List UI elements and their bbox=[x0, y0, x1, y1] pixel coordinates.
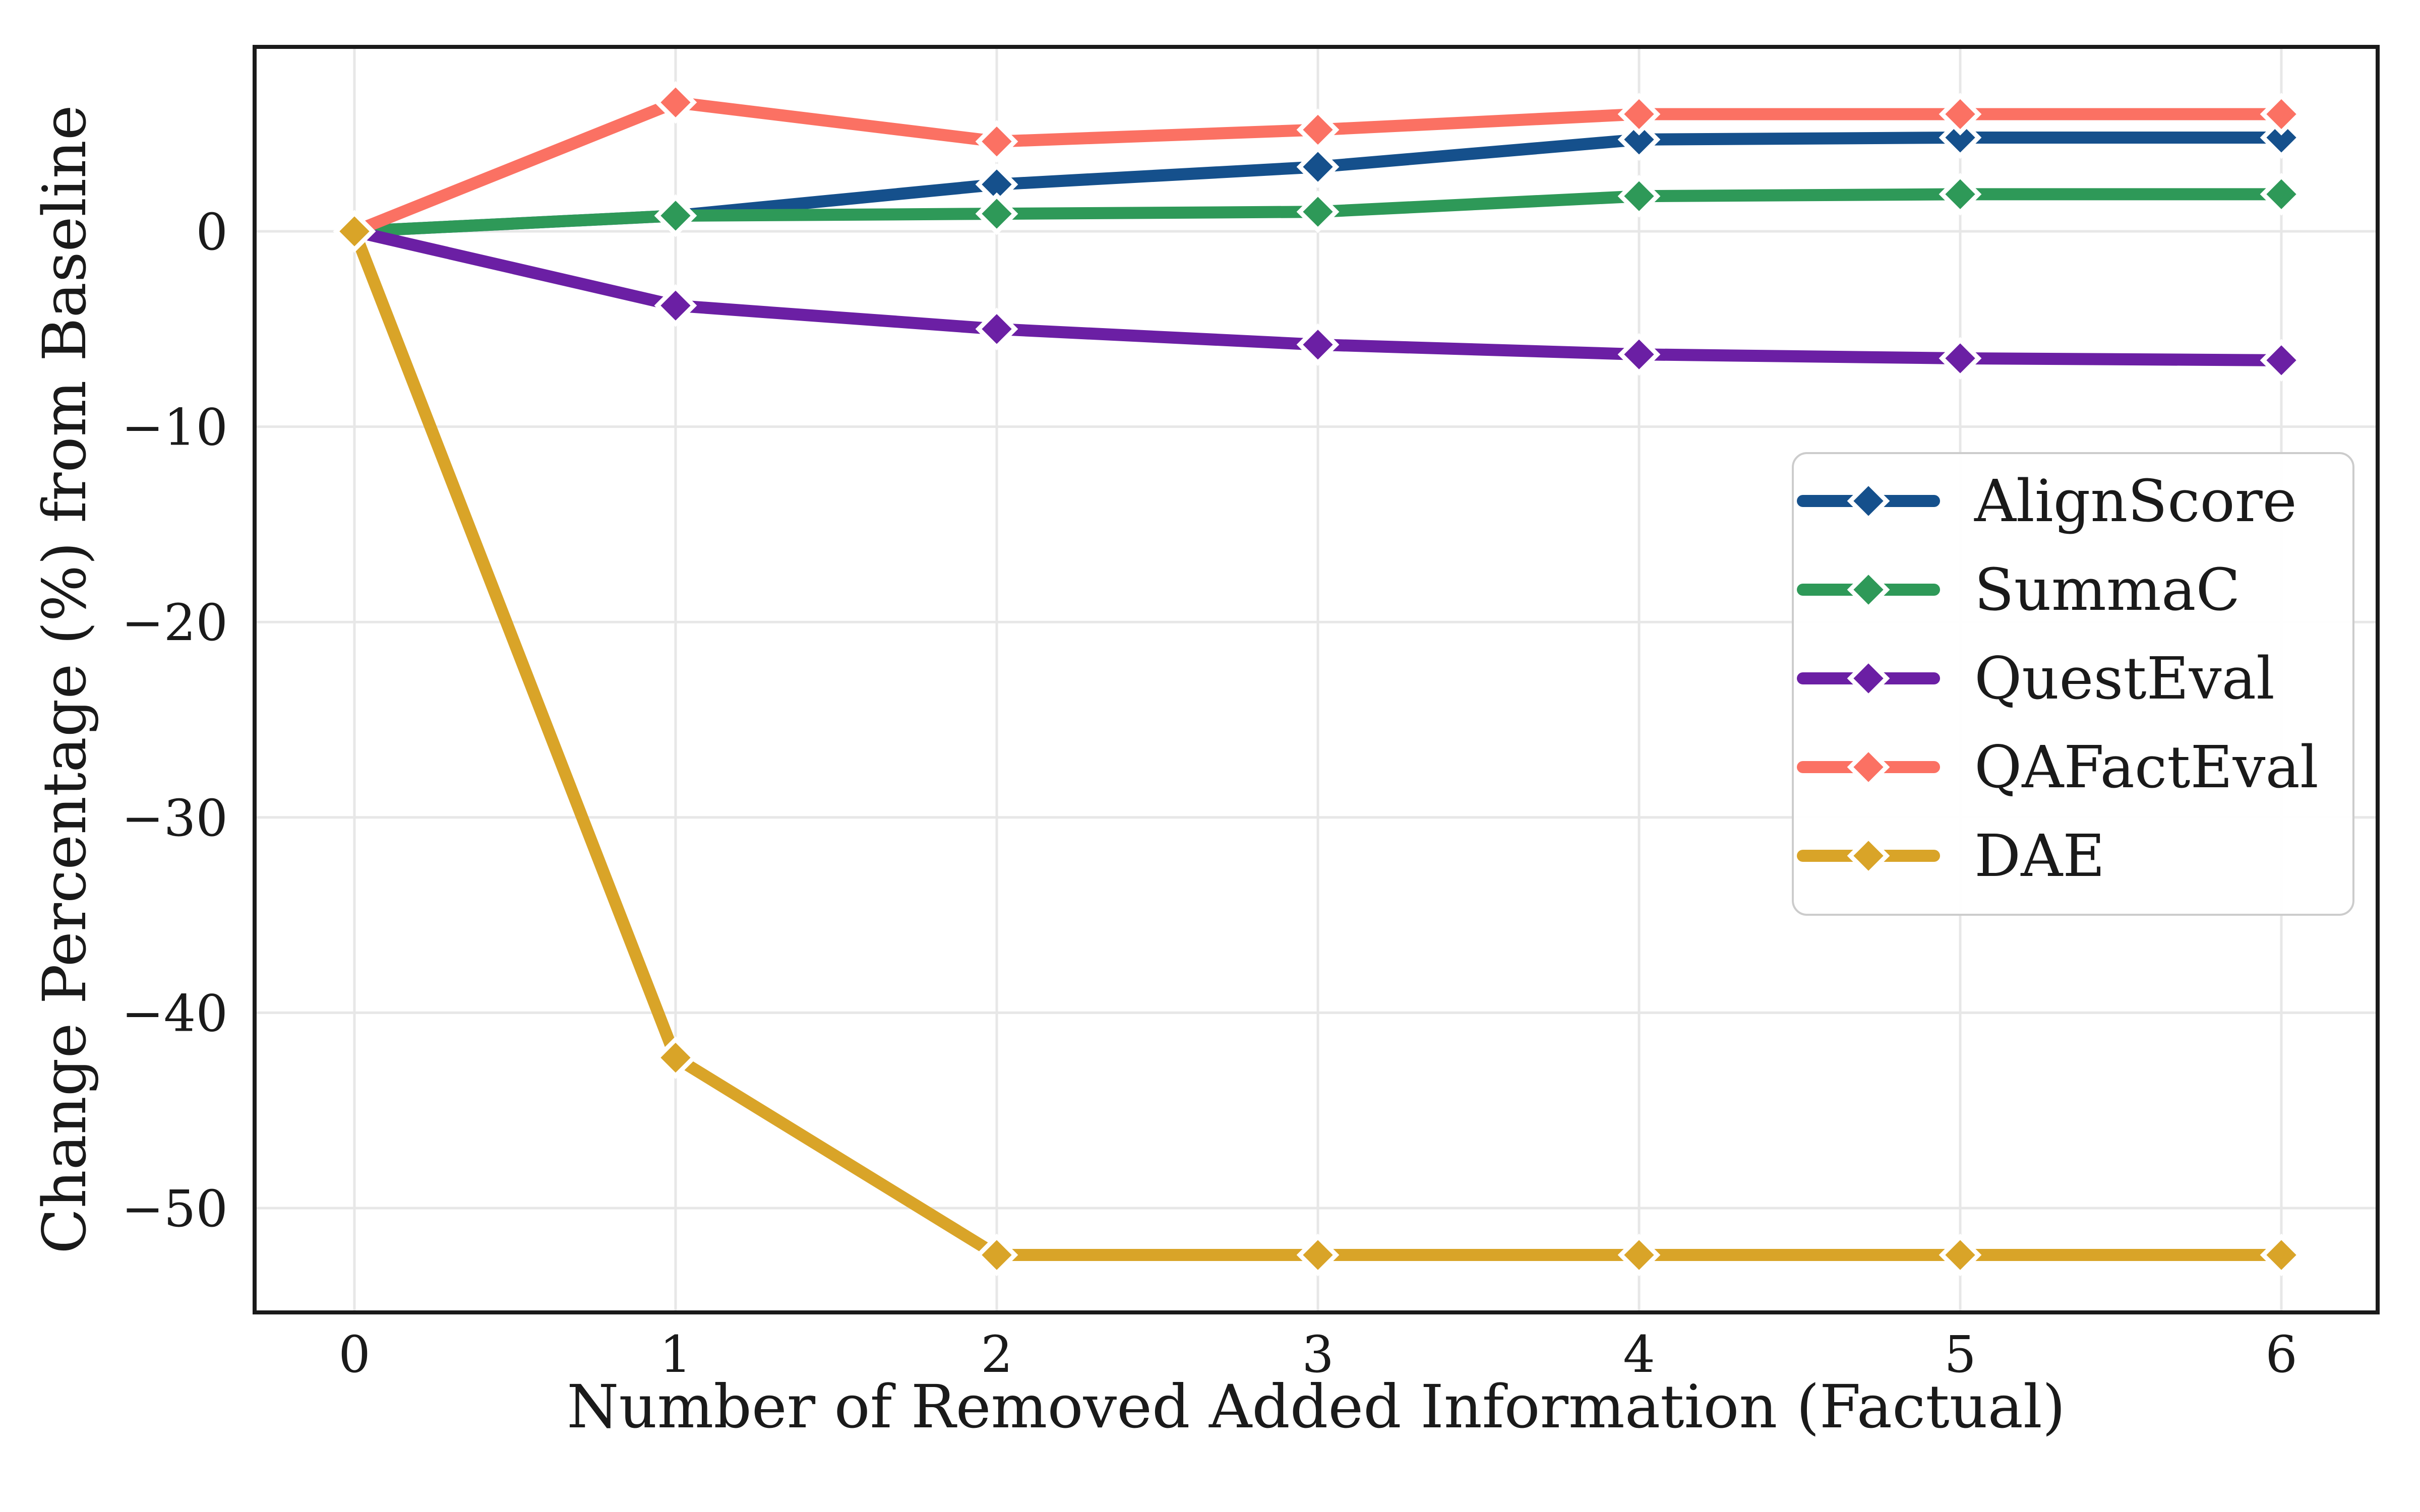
data-point-QuestEval-x6 bbox=[2260, 339, 2303, 382]
y-tick-label-0: 0 bbox=[196, 203, 228, 262]
data-point-DAE-x1 bbox=[654, 1036, 697, 1079]
data-point-SummaC-x2 bbox=[975, 192, 1018, 235]
data-point-QuestEval-x2 bbox=[975, 307, 1018, 351]
legend-marker-AlignScore bbox=[1847, 479, 1890, 523]
plot-border bbox=[253, 45, 2380, 1314]
legend-label-QuestEval: QuestEval bbox=[1974, 645, 2275, 713]
legend-label-AlignScore: AlignScore bbox=[1974, 468, 2297, 535]
x-axis-title: Number of Removed Added Information (Fac… bbox=[567, 1372, 2066, 1441]
data-point-AlignScore-x6 bbox=[2260, 116, 2303, 159]
y-tick-label-−40: −40 bbox=[122, 984, 228, 1043]
data-point-DAE-x0 bbox=[333, 210, 376, 253]
legend-box bbox=[1792, 452, 2354, 916]
data-point-AlignScore-x5 bbox=[1939, 116, 1982, 159]
data-point-QAFactEval-x2 bbox=[975, 120, 1018, 163]
data-point-QuestEval-x3 bbox=[1296, 323, 1340, 366]
y-tick-label-−50: −50 bbox=[122, 1179, 228, 1238]
data-point-QAFactEval-x5 bbox=[1939, 93, 1982, 136]
legend-marker-SummaC bbox=[1847, 568, 1890, 611]
data-point-DAE-x3 bbox=[1296, 1233, 1340, 1277]
legend-marker-QAFactEval bbox=[1847, 745, 1890, 789]
data-point-SummaC-x3 bbox=[1296, 190, 1340, 233]
data-point-QuestEval-x4 bbox=[1617, 333, 1661, 376]
x-tick-label-5: 5 bbox=[1944, 1325, 1976, 1384]
data-point-QuestEval-x1 bbox=[654, 284, 697, 327]
data-point-QAFactEval-x1 bbox=[654, 81, 697, 124]
legend-marker-QuestEval bbox=[1847, 657, 1890, 700]
legend-label-SummaC: SummaC bbox=[1974, 556, 2241, 624]
data-point-SummaC-x1 bbox=[654, 194, 697, 237]
data-point-SummaC-x6 bbox=[2260, 172, 2303, 216]
y-tick-label-−10: −10 bbox=[122, 398, 228, 457]
y-axis-title: Change Percentage (%) from Baseline bbox=[30, 105, 99, 1254]
data-point-QAFactEval-x4 bbox=[1617, 93, 1661, 136]
data-point-DAE-x6 bbox=[2260, 1233, 2303, 1277]
x-tick-label-0: 0 bbox=[338, 1325, 371, 1384]
x-tick-label-2: 2 bbox=[981, 1325, 1013, 1384]
data-point-QAFactEval-x6 bbox=[2260, 93, 2303, 136]
legend-label-QAFactEval: QAFactEval bbox=[1974, 734, 2319, 801]
data-point-QuestEval-x5 bbox=[1939, 337, 1982, 380]
y-tick-label-−30: −30 bbox=[122, 789, 228, 848]
x-tick-label-1: 1 bbox=[659, 1325, 692, 1384]
data-point-SummaC-x4 bbox=[1617, 174, 1661, 218]
data-point-AlignScore-x3 bbox=[1296, 145, 1340, 188]
data-point-DAE-x5 bbox=[1939, 1233, 1982, 1277]
data-point-SummaC-x5 bbox=[1939, 172, 1982, 216]
legend-label-DAE: DAE bbox=[1974, 823, 2105, 890]
x-tick-label-6: 6 bbox=[2265, 1325, 2297, 1384]
x-tick-label-3: 3 bbox=[1302, 1325, 1334, 1384]
x-tick-label-4: 4 bbox=[1623, 1325, 1655, 1384]
data-point-AlignScore-x4 bbox=[1617, 118, 1661, 161]
y-tick-label-−20: −20 bbox=[122, 593, 228, 652]
legend-marker-DAE bbox=[1847, 834, 1890, 877]
data-point-DAE-x2 bbox=[975, 1233, 1018, 1277]
data-point-QAFactEval-x3 bbox=[1296, 108, 1340, 151]
data-point-DAE-x4 bbox=[1617, 1233, 1661, 1277]
